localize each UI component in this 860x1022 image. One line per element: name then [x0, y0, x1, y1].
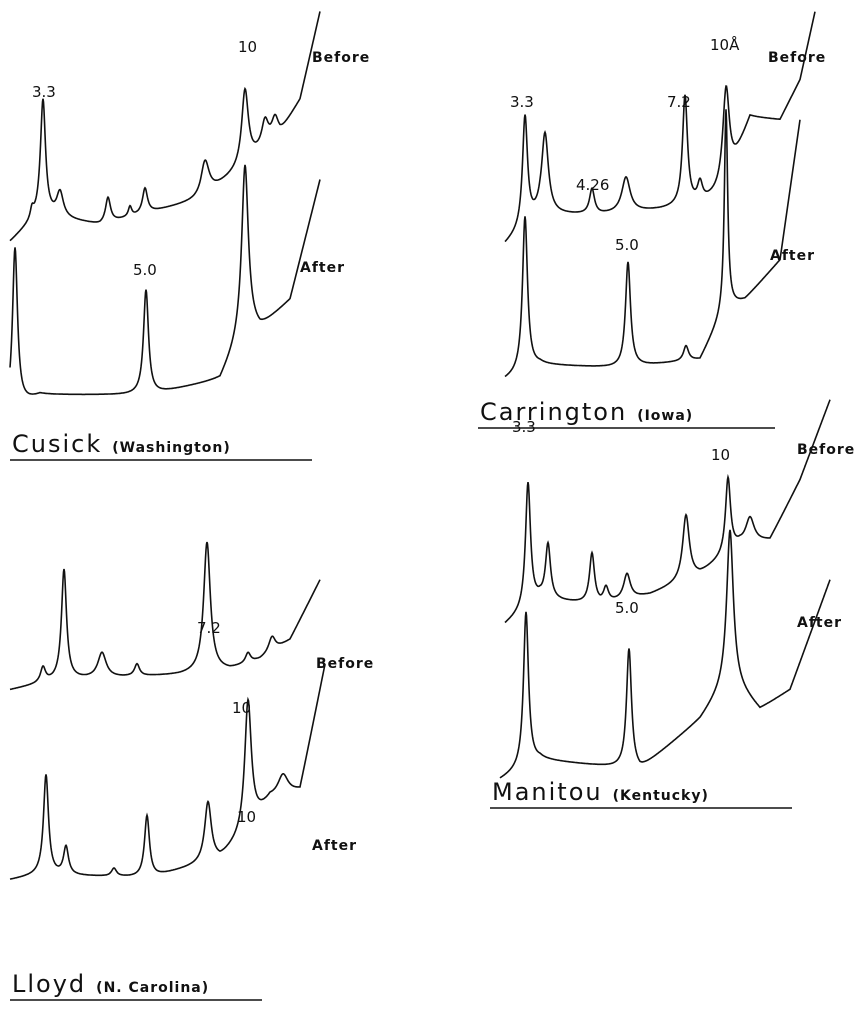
trace	[504, 399, 831, 624]
trace	[9, 164, 321, 396]
region: (Washington)	[112, 440, 231, 456]
sample-name: Cusick (Washington)	[12, 430, 231, 458]
region: (Kentucky)	[613, 788, 709, 804]
after-label: After	[300, 260, 345, 276]
after-label: After	[312, 838, 357, 854]
trace	[9, 11, 321, 242]
trace	[9, 541, 321, 691]
peak-label: 5.0	[133, 261, 157, 279]
name: Manitou	[492, 778, 603, 806]
before-label: Before	[316, 656, 374, 672]
peak-label: 3.3	[512, 418, 536, 436]
peak-label: 7.2	[667, 93, 691, 111]
peak-label: 4.26	[576, 176, 609, 194]
peak-label: 5.0	[615, 599, 639, 617]
peak-label: 10	[232, 699, 251, 717]
peak-label: 10	[237, 808, 256, 826]
peak-label: 10Å	[710, 35, 740, 54]
peak-label: 10	[711, 446, 730, 464]
name: Cusick	[12, 430, 102, 458]
peak-label: 7.2	[197, 619, 221, 637]
before-label: Before	[312, 50, 370, 66]
name: Carrington	[480, 398, 627, 426]
after-label: After	[797, 615, 842, 631]
trace	[9, 663, 326, 880]
before-label: Before	[768, 50, 826, 66]
trace	[499, 529, 831, 779]
peak-label: 3.3	[32, 83, 56, 101]
region: (N. Carolina)	[96, 980, 209, 996]
after-label: After	[770, 248, 815, 264]
sample-name: Lloyd (N. Carolina)	[12, 970, 209, 998]
before-label: Before	[797, 442, 855, 458]
sample-name: Manitou (Kentucky)	[492, 778, 709, 806]
peak-label: 10	[238, 38, 257, 56]
trace	[504, 11, 816, 243]
peak-label: 5.0	[615, 236, 639, 254]
trace	[504, 109, 801, 378]
name: Lloyd	[12, 970, 86, 998]
sample-name: Carrington (Iowa)	[480, 398, 693, 426]
peak-label: 3.3	[510, 93, 534, 111]
region: (Iowa)	[637, 408, 693, 424]
